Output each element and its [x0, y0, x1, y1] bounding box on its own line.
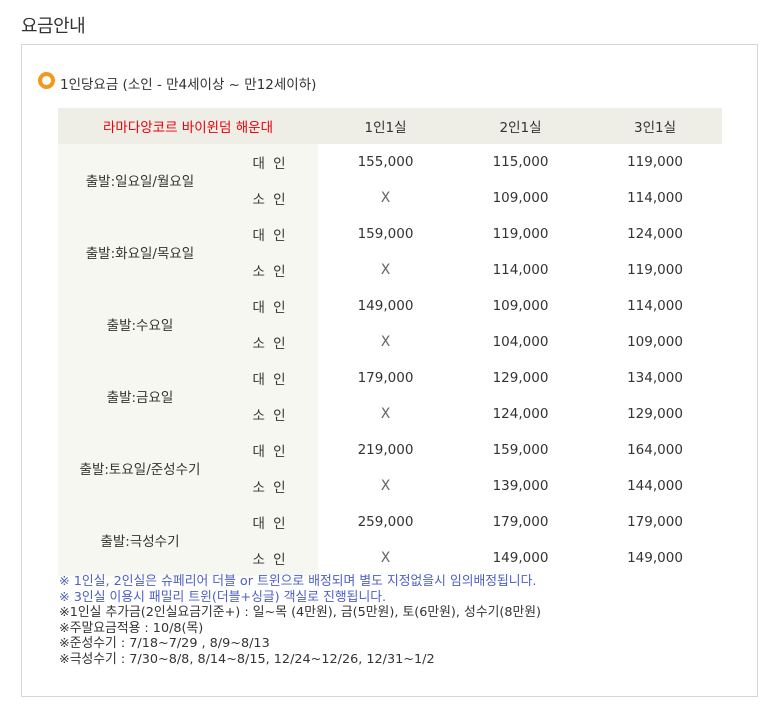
table-row: 출발:극성수기 대 인 259,000 179,000 179,000	[58, 504, 722, 576]
child-label: 소 인	[222, 180, 319, 216]
price-cell: 119,000	[627, 154, 683, 170]
child-label: 소 인	[222, 540, 319, 576]
table-header-row: 라마다앙코르 바이윈덤 해운대 1인1실 2인1실 3인1실	[58, 108, 723, 144]
fare-table-body: 출발:일요일/월요일 대 인 155,000 115,000 119,000 소 인 X 10…	[58, 144, 722, 576]
price-cell: X	[380, 406, 391, 422]
price-cell: 149,000	[357, 298, 414, 314]
fare-panel: 1인당요금 (소인 - 만4세이상 ~ 만12세이하) 라마다앙코르 바이윈덤 …	[21, 44, 758, 697]
departure-day-label: 출발:금요일	[58, 360, 222, 432]
price-cell: 144,000	[627, 478, 683, 494]
price-cell: 219,000	[357, 442, 414, 458]
price-cell: 159,000	[492, 442, 549, 458]
price-cell: 179,000	[357, 370, 414, 386]
table-row: 소 인 X 104,000 109,000	[58, 324, 722, 360]
note-line: ※극성수기 : 7/30~8/8, 8/14~8/15, 12/24~12/26…	[59, 651, 435, 667]
price-cell: X	[380, 190, 391, 206]
table-row: 소 인 X 114,000 119,000	[58, 252, 722, 288]
table-row: 소 인 X 139,000 144,000	[58, 468, 722, 504]
child-label: 소 인	[222, 396, 319, 432]
price-cell: 159,000	[357, 226, 414, 242]
note-line: ※주말요금적용 : 10/8(목)	[59, 620, 204, 636]
notes-list: ※ 1인실, 2인실은 슈페리어 더블 or 트윈으로 배정되며 별도 지정없을…	[59, 574, 541, 667]
price-cell: 109,000	[492, 298, 549, 314]
price-cell: 139,000	[492, 478, 549, 494]
table-row: 출발:일요일/월요일 대 인 155,000 115,000 119,000	[58, 144, 722, 216]
room-type-header: 1인1실	[318, 108, 454, 144]
table-row: 출발:토요일/준성수기 대 인 219,000 159,000 164,000	[58, 432, 722, 504]
departure-day-label: 출발:토요일/준성수기	[58, 432, 222, 504]
note-line: ※ 1인실, 2인실은 슈페리어 더블 or 트윈으로 배정되며 별도 지정없을…	[59, 574, 537, 589]
hotel-name-header: 라마다앙코르 바이윈덤 해운대	[58, 108, 319, 144]
price-cell: 129,000	[492, 370, 549, 386]
room-type-header: 3인1실	[588, 108, 723, 144]
price-cell: 155,000	[357, 154, 414, 170]
adult-label: 대 인	[222, 216, 319, 252]
table-row: 소 인 X 149,000 149,000	[58, 540, 722, 576]
note-line: ※1인실 추가금(2인실요금기준+) : 일~목 (4만원), 금(5만원), …	[59, 605, 542, 620]
price-cell: 114,000	[627, 298, 683, 314]
price-cell: 179,000	[627, 514, 683, 530]
page-title: 요금안내	[21, 16, 86, 37]
price-cell: 114,000	[492, 262, 549, 278]
adult-label: 대 인	[222, 360, 319, 396]
price-cell: 119,000	[627, 262, 683, 278]
price-cell: X	[380, 550, 391, 566]
adult-label: 대 인	[222, 504, 319, 540]
price-cell: 109,000	[492, 190, 549, 206]
table-row: 출발:수요일 대 인 149,000 109,000 114,000	[58, 288, 722, 360]
section-title-text: 1인당요금 (소인 - 만4세이상 ~ 만12세이하)	[60, 77, 317, 93]
price-cell: 164,000	[627, 442, 683, 458]
departure-day-label: 출발:화요일/목요일	[58, 216, 222, 288]
price-cell: 134,000	[627, 370, 683, 386]
price-cell: X	[380, 334, 391, 350]
price-cell: X	[380, 262, 391, 278]
departure-day-label: 출발:수요일	[58, 288, 222, 360]
child-label: 소 인	[222, 252, 319, 288]
table-row: 소 인 X 109,000 114,000	[58, 180, 722, 216]
price-cell: 114,000	[627, 190, 683, 206]
table-row: 출발:화요일/목요일 대 인 159,000 119,000 124,000	[58, 216, 722, 288]
price-cell: 149,000	[627, 550, 683, 566]
price-cell: 129,000	[627, 406, 683, 422]
adult-label: 대 인	[222, 432, 319, 468]
price-cell: 104,000	[492, 334, 549, 350]
adult-label: 대 인	[222, 288, 319, 324]
price-cell: 179,000	[492, 514, 549, 530]
price-cell: 259,000	[357, 514, 414, 530]
departure-day-label: 출발:극성수기	[58, 504, 222, 576]
note-line: ※ 3인실 이용시 패밀리 트윈(더블+싱글) 객실로 진행됩니다.	[59, 589, 387, 605]
price-cell: 115,000	[492, 154, 549, 170]
section-title: 1인당요금 (소인 - 만4세이상 ~ 만12세이하)	[38, 72, 317, 93]
child-label: 소 인	[222, 324, 319, 360]
price-cell: X	[380, 478, 391, 494]
price-cell: 109,000	[627, 334, 683, 350]
table-row: 소 인 X 124,000 129,000	[58, 396, 722, 432]
departure-day-label: 출발:일요일/월요일	[58, 144, 222, 216]
fare-table: 라마다앙코르 바이윈덤 해운대 1인1실 2인1실 3인1실 출발:일요일/월요…	[58, 108, 723, 576]
note-line: ※준성수기 : 7/18~7/29 , 8/9~8/13	[59, 636, 270, 651]
room-type-header: 2인1실	[453, 108, 589, 144]
table-row: 출발:금요일 대 인 179,000 129,000 134,000	[58, 360, 722, 432]
price-cell: 149,000	[492, 550, 549, 566]
circle-bullet-icon	[38, 72, 55, 89]
price-cell: 119,000	[492, 226, 549, 242]
price-cell: 124,000	[492, 406, 549, 422]
child-label: 소 인	[222, 468, 319, 504]
price-cell: 124,000	[627, 226, 683, 242]
adult-label: 대 인	[222, 144, 319, 180]
